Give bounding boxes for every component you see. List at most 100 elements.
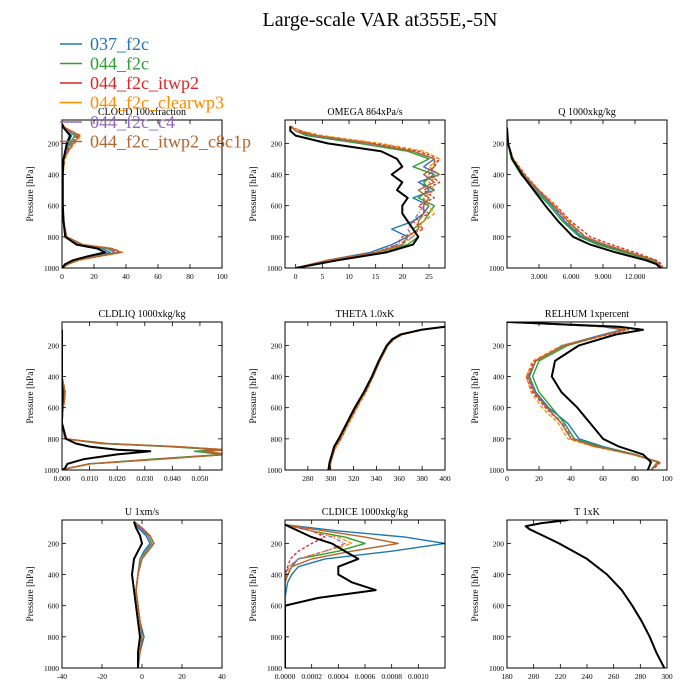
panel-title: THETA 1.0xK bbox=[336, 309, 395, 320]
panel-title: OMEGA 864xPa/s bbox=[327, 107, 402, 118]
x-tick-label: 6.000 bbox=[563, 272, 580, 281]
series-line-6 bbox=[507, 127, 663, 268]
series-line-6 bbox=[525, 520, 665, 668]
y-tick-label: 1000 bbox=[267, 466, 282, 475]
y-axis-label: Pressure [hPa] bbox=[471, 368, 481, 423]
y-tick-label: 1000 bbox=[44, 264, 59, 273]
y-axis-label: Pressure [hPa] bbox=[471, 566, 481, 621]
y-axis-label: Pressure [hPa] bbox=[26, 566, 36, 621]
y-tick-label: 600 bbox=[271, 404, 283, 413]
y-tick-label: 1000 bbox=[44, 664, 59, 673]
y-tick-label: 800 bbox=[493, 633, 505, 642]
x-tick-label: 0.000 bbox=[54, 474, 71, 483]
x-tick-label: 0 bbox=[294, 272, 298, 281]
series-line-5 bbox=[525, 520, 665, 668]
panel-3: Q 1000xkg/kg Pressure [hPa] 3.000 6.000 9.00… bbox=[471, 107, 668, 281]
plot-frame bbox=[506, 119, 668, 269]
x-tick-label: 0.0010 bbox=[408, 672, 429, 681]
x-tick-label: -40 bbox=[57, 672, 67, 681]
panel-2: OMEGA 864xPa/s Pressure [hPa] 0 5 10 15 20 25 20… bbox=[249, 107, 446, 281]
legend-item: 037_f2c bbox=[60, 34, 149, 54]
series-line-1 bbox=[507, 127, 663, 268]
series-line-6 bbox=[62, 329, 222, 470]
series-group bbox=[285, 523, 445, 668]
x-tick-label: 0.040 bbox=[164, 474, 181, 483]
x-tick-label: 12.000 bbox=[625, 272, 646, 281]
series-line-4 bbox=[285, 524, 353, 668]
series-line-7 bbox=[285, 523, 377, 668]
x-tick-label: 200 bbox=[528, 672, 540, 681]
x-tick-label: 0.020 bbox=[109, 474, 126, 483]
y-tick-label: 1000 bbox=[44, 466, 59, 475]
y-tick-label: 400 bbox=[493, 571, 505, 580]
panel-title: RELHUM 1xpercent bbox=[545, 309, 629, 320]
panel-6: RELHUM 1xpercent Pressure [hPa] 0 20 40 60 80 1… bbox=[471, 309, 673, 483]
y-tick-label: 800 bbox=[48, 435, 60, 444]
panel-grid: CLOUD 100xfraction Pressure [hPa] 0 20 40 60 8… bbox=[26, 107, 673, 681]
series-line-7 bbox=[524, 520, 666, 668]
series-line-3 bbox=[507, 127, 664, 268]
y-axis-label: Pressure [hPa] bbox=[249, 566, 259, 621]
x-tick-label: 100 bbox=[216, 272, 228, 281]
x-tick-label: 10 bbox=[345, 272, 353, 281]
y-tick-label: 600 bbox=[48, 602, 60, 611]
y-tick-label: 800 bbox=[48, 633, 60, 642]
x-tick-label: 25 bbox=[425, 272, 433, 281]
x-tick-label: 3.000 bbox=[531, 272, 548, 281]
x-tick-label: 20 bbox=[399, 272, 407, 281]
x-tick-label: 20 bbox=[535, 474, 543, 483]
series-line-1 bbox=[289, 125, 441, 268]
series-line-4 bbox=[525, 520, 665, 668]
y-tick-label: 600 bbox=[493, 404, 505, 413]
x-tick-label: 40 bbox=[122, 272, 130, 281]
series-group bbox=[131, 521, 155, 668]
series-line-1 bbox=[525, 520, 665, 668]
panel-title: CLDICE 1000xkg/kg bbox=[322, 507, 408, 518]
y-tick-label: 400 bbox=[271, 571, 283, 580]
series-line-1 bbox=[285, 524, 445, 668]
legend-item: 044_f2c_c4 bbox=[60, 112, 175, 132]
x-tick-label: 0.0008 bbox=[381, 672, 402, 681]
series-group bbox=[289, 125, 441, 268]
series-line-6 bbox=[133, 521, 155, 668]
legend-item: 044_f2c_itwp2_c8c1p bbox=[60, 132, 251, 152]
series-line-7 bbox=[507, 322, 652, 470]
legend-label: 037_f2c bbox=[90, 34, 149, 54]
y-axis-label: Pressure [hPa] bbox=[249, 368, 259, 423]
y-tick-label: 400 bbox=[493, 171, 505, 180]
series-line-5 bbox=[507, 127, 663, 268]
x-tick-label: 280 bbox=[635, 672, 647, 681]
y-axis-label: Pressure [hPa] bbox=[471, 166, 481, 221]
x-tick-label: 320 bbox=[348, 474, 360, 483]
y-tick-label: 800 bbox=[493, 233, 505, 242]
series-line-7 bbox=[289, 126, 420, 268]
x-tick-label: 80 bbox=[631, 474, 639, 483]
x-tick-label: 20 bbox=[178, 672, 186, 681]
y-tick-label: 200 bbox=[493, 341, 505, 350]
plot-frame bbox=[506, 519, 668, 669]
figure-title: Large-scale VAR at355E,-5N bbox=[263, 9, 498, 31]
x-tick-label: 240 bbox=[581, 672, 593, 681]
x-tick-label: 100 bbox=[661, 474, 673, 483]
x-tick-label: 0.0004 bbox=[328, 672, 349, 681]
x-tick-label: 80 bbox=[186, 272, 194, 281]
y-tick-label: 800 bbox=[271, 435, 283, 444]
series-line-1 bbox=[328, 326, 445, 470]
y-tick-label: 800 bbox=[271, 633, 283, 642]
legend-item: 044_f2c_itwp2 bbox=[60, 73, 199, 93]
series-line-3 bbox=[525, 520, 665, 668]
legend-label: 044_f2c_itwp2 bbox=[90, 73, 199, 93]
y-tick-label: 400 bbox=[48, 171, 60, 180]
x-tick-label: 380 bbox=[417, 474, 429, 483]
y-tick-label: 800 bbox=[48, 233, 60, 242]
y-tick-label: 400 bbox=[48, 373, 60, 382]
panel-title: Q 1000xkg/kg bbox=[558, 107, 616, 118]
x-tick-label: 0.0002 bbox=[301, 672, 322, 681]
plot-frame bbox=[284, 519, 446, 669]
plot-frame bbox=[284, 321, 446, 471]
series-line-5 bbox=[289, 125, 435, 268]
x-tick-label: 20 bbox=[90, 272, 98, 281]
series-line-7 bbox=[327, 325, 445, 470]
series-line-4 bbox=[328, 326, 445, 470]
series-line-4 bbox=[507, 127, 663, 268]
